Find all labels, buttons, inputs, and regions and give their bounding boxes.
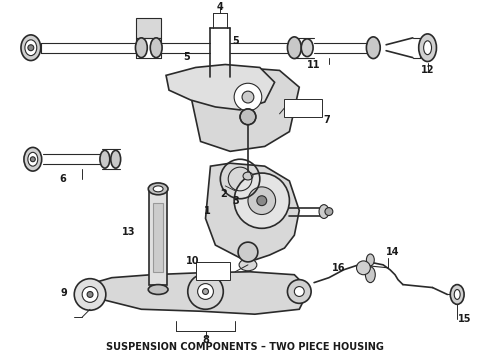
Bar [136,18,161,38]
Circle shape [28,45,34,51]
Text: 11: 11 [307,60,321,71]
Circle shape [238,242,258,262]
Ellipse shape [450,285,464,304]
Ellipse shape [454,289,460,300]
Text: 10: 10 [186,256,199,266]
Text: 6: 6 [59,174,66,184]
Circle shape [197,284,214,300]
Text: 3: 3 [233,196,240,206]
Circle shape [240,109,256,125]
Text: 2: 2 [220,189,227,199]
Text: 14: 14 [386,247,400,257]
Polygon shape [205,163,299,260]
Circle shape [87,292,93,297]
Ellipse shape [288,37,301,59]
Circle shape [288,280,311,303]
Text: 1: 1 [204,206,211,216]
Ellipse shape [367,254,374,266]
Text: 15: 15 [458,314,472,324]
Text: 8: 8 [202,335,209,345]
Polygon shape [77,272,309,314]
Ellipse shape [148,285,168,294]
Circle shape [325,208,333,216]
Circle shape [248,187,275,215]
Circle shape [202,288,208,294]
Circle shape [234,83,262,111]
Ellipse shape [301,39,313,57]
Polygon shape [166,64,274,110]
Ellipse shape [418,34,437,62]
Ellipse shape [21,35,41,60]
Ellipse shape [150,38,162,58]
Ellipse shape [135,38,147,58]
Ellipse shape [239,259,257,271]
Ellipse shape [25,40,37,55]
Ellipse shape [243,172,253,180]
Circle shape [74,279,106,310]
Ellipse shape [148,183,168,195]
Ellipse shape [367,37,380,59]
Circle shape [234,173,290,228]
Ellipse shape [100,150,110,168]
Ellipse shape [424,41,432,55]
Polygon shape [186,67,299,151]
Text: SUSPENSION COMPONENTS – TWO PIECE HOUSING: SUSPENSION COMPONENTS – TWO PIECE HOUSIN… [106,342,384,352]
Text: 4: 4 [217,2,224,12]
Text: 9: 9 [60,288,67,298]
Ellipse shape [24,147,42,171]
Bar [153,203,163,272]
Circle shape [30,157,35,162]
Text: 16: 16 [332,263,345,273]
Text: 12: 12 [421,66,434,76]
Circle shape [294,287,304,296]
Circle shape [357,261,370,275]
Circle shape [82,287,98,302]
Bar [149,191,167,285]
Text: 5: 5 [232,36,239,46]
Text: 5: 5 [183,51,190,62]
Bar [196,262,230,280]
Circle shape [188,274,223,309]
Circle shape [257,196,267,206]
Ellipse shape [366,267,375,283]
Ellipse shape [153,186,163,192]
Text: 7: 7 [323,115,330,125]
Ellipse shape [28,152,38,166]
Circle shape [242,91,254,103]
Ellipse shape [111,150,121,168]
Text: 13: 13 [122,227,135,237]
Bar [285,99,322,117]
Ellipse shape [319,204,329,219]
